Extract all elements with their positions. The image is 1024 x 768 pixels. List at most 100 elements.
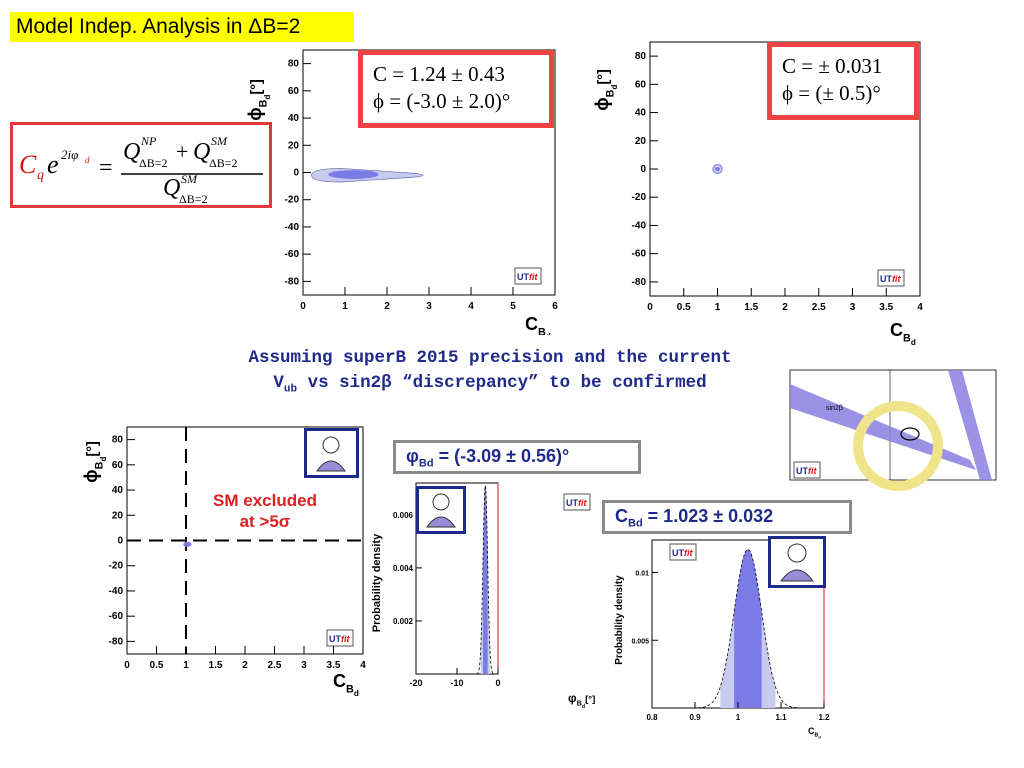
x-tick-label: 4 bbox=[360, 660, 366, 671]
formula-num-sub1: ΔB=2 bbox=[139, 156, 168, 170]
pdf-band-68 bbox=[734, 549, 762, 708]
utfit-logo-fit: fit bbox=[892, 274, 901, 284]
future-result-box: C = ± 0.031 ϕ = (± 0.5)° bbox=[767, 42, 919, 120]
x-tick-label: 2 bbox=[384, 301, 390, 312]
sm-excluded-line1: SM excluded bbox=[213, 491, 317, 510]
superb-mascot-image bbox=[304, 428, 359, 478]
x-tick-label: 0 bbox=[300, 301, 306, 312]
formula-plus: + bbox=[176, 139, 188, 164]
formula-den-sup: SM bbox=[181, 172, 198, 186]
y-axis-title: Probability density bbox=[614, 575, 625, 665]
mascot-drawing bbox=[780, 543, 814, 582]
y-tick-label: 20 bbox=[112, 510, 124, 521]
axis-label-main: C bbox=[525, 314, 538, 334]
y-tick-label: -60 bbox=[632, 249, 647, 260]
current-c-value: C = 1.24 ± 0.43 bbox=[373, 62, 505, 86]
axis-label-main: ϕ bbox=[245, 107, 265, 121]
x-tick-label: 3.5 bbox=[327, 660, 341, 671]
axis-label-sub: B bbox=[257, 99, 269, 107]
x-tick-label: 2.5 bbox=[812, 302, 826, 313]
x-tick-label: 0.5 bbox=[677, 302, 691, 313]
inset-ring bbox=[853, 401, 943, 491]
y-tick-label: 60 bbox=[112, 460, 124, 471]
utfit-logo-fit: fit bbox=[808, 466, 817, 476]
utfit-logo-fit: fit bbox=[529, 272, 538, 282]
inset-band-sin2b bbox=[790, 384, 976, 470]
x-tick-label: 0.9 bbox=[689, 713, 701, 722]
x-tick-label: 3 bbox=[426, 301, 432, 312]
y-tick-label: -40 bbox=[285, 222, 300, 233]
phi-result-box: φBd = (-3.09 ± 0.56)° bbox=[393, 440, 641, 474]
x-tick-label: 3.5 bbox=[879, 302, 893, 313]
formula-den-q: Q bbox=[163, 175, 180, 201]
y-tick-label: -60 bbox=[285, 249, 300, 260]
y-tick-label: 60 bbox=[288, 86, 300, 97]
axis-label-sub: B bbox=[93, 461, 105, 469]
inset-band-other bbox=[948, 370, 992, 480]
pdf-curve bbox=[476, 484, 495, 675]
axis-label: CBd bbox=[808, 726, 821, 740]
utfit-logo: UTfit bbox=[517, 272, 538, 282]
axis-label-unit: [°] bbox=[585, 694, 595, 705]
x-tick-label: 1 bbox=[183, 660, 189, 671]
axis-label-group: CBd bbox=[890, 320, 916, 347]
c-mascot-image bbox=[768, 536, 826, 588]
y-tick-label: 0.01 bbox=[635, 571, 649, 578]
current-result-box: C = 1.24 ± 0.43 ϕ = (-3.0 ± 2.0)° bbox=[358, 50, 554, 128]
y-tick-label: -80 bbox=[632, 277, 647, 288]
x-tick-label: 6 bbox=[552, 301, 558, 312]
assumption-v-sub: ub bbox=[283, 383, 298, 396]
utfit-logo: UTfit bbox=[672, 548, 693, 558]
utfit-logo-ut: UT bbox=[566, 498, 578, 508]
axis-label-sub: B bbox=[346, 683, 354, 695]
mascot-drawing bbox=[316, 436, 346, 472]
c-result-box: CBd = 1.023 ± 0.032 bbox=[602, 500, 852, 534]
y-tick-label: 0 bbox=[117, 536, 123, 547]
axis-label: CBd bbox=[525, 314, 551, 335]
formula-den-sub: ΔB=2 bbox=[179, 192, 208, 205]
assumption-text: Assuming superB 2015 precision and the c… bbox=[180, 346, 800, 403]
y-tick-label: -40 bbox=[632, 220, 647, 231]
axis-label-main: C bbox=[808, 726, 815, 736]
utfit-logo-box bbox=[563, 493, 591, 511]
formula-num-sub2: ΔB=2 bbox=[209, 156, 238, 170]
y-tick-label: 0.006 bbox=[393, 511, 414, 520]
x-tick-label: 2 bbox=[782, 302, 788, 313]
axis-label-group: ϕBd[°] bbox=[245, 79, 272, 121]
utfit-logo-ut: UT bbox=[329, 634, 341, 644]
axis-label-subsub: d bbox=[546, 332, 551, 335]
axis-label-unit: [°] bbox=[85, 441, 101, 456]
axis-label-sub: B bbox=[538, 326, 546, 335]
x-tick-label: 0.5 bbox=[150, 660, 164, 671]
phi-mascot-image bbox=[416, 486, 466, 534]
phi-result-sub: Bd bbox=[418, 457, 434, 470]
x-tick-label: 4 bbox=[468, 301, 474, 312]
phi-result-value: = (-3.09 ± 0.56)° bbox=[433, 446, 570, 466]
chart-c-pdf-svg: 0.8 0.9 1 1.1 1.2 0.005 0.01 UTfit Probability d… bbox=[614, 539, 830, 740]
contour-68 bbox=[328, 170, 379, 179]
y-tick-label: 80 bbox=[635, 51, 647, 62]
slide-title: Model Indep. Analysis in ΔB=2 bbox=[10, 12, 354, 42]
x-tick-label: 5 bbox=[510, 301, 516, 312]
axis-label-sub: B bbox=[577, 699, 582, 708]
utfit-logo-box bbox=[669, 543, 697, 561]
y-tick-label: 40 bbox=[112, 485, 124, 496]
axis-label-main: φ bbox=[568, 691, 577, 705]
axis-label: φBd[°] bbox=[568, 691, 595, 710]
chart-phi-pdf-svg: -20 -10 0 0.002 0.004 0.006 UTfit Probability d… bbox=[371, 482, 595, 710]
assumption-v: V bbox=[273, 373, 284, 393]
x-tick-label: 1 bbox=[736, 713, 741, 722]
formula: C q e 2iφ d = Q NP ΔB=2 + Q SM ΔB=2 Q SM… bbox=[19, 134, 263, 205]
y-tick-label: 20 bbox=[635, 136, 647, 147]
y-tick-label: 20 bbox=[288, 140, 300, 151]
utfit-logo-fit: fit bbox=[684, 548, 693, 558]
utfit-logo: UTfit bbox=[566, 498, 587, 508]
formula-exp-sup-sub: d bbox=[85, 155, 90, 165]
y-tick-label: 0.005 bbox=[631, 638, 649, 645]
utfit-logo-ut: UT bbox=[796, 466, 808, 476]
axis-label-subsub: d bbox=[354, 689, 359, 698]
utfit-logo: UTfit bbox=[796, 466, 817, 476]
axis-label-sub: B bbox=[604, 89, 616, 97]
y-tick-label: 60 bbox=[635, 79, 647, 90]
x-tick-label: 1.2 bbox=[818, 713, 830, 722]
